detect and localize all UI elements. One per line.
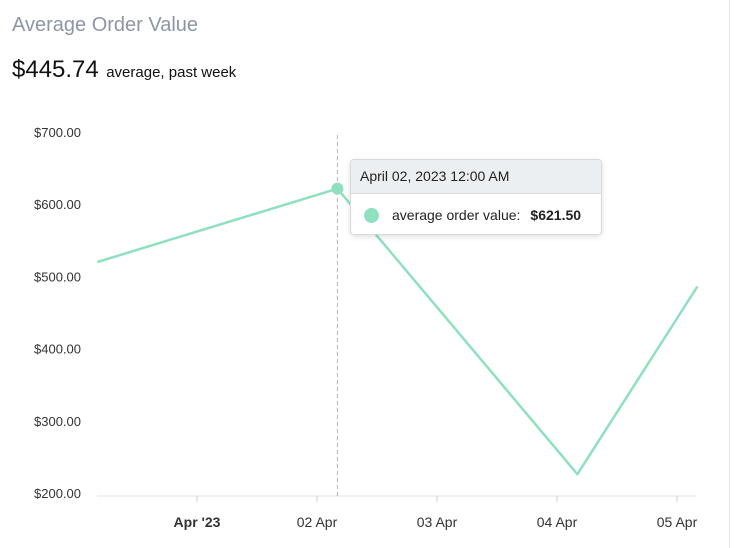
x-tick-label: 04 Apr <box>537 514 578 530</box>
summary: $445.74 average, past week <box>12 56 236 84</box>
tooltip-value: $621.50 <box>530 207 582 223</box>
y-tick-label: $200.00 <box>34 486 81 501</box>
y-tick-label: $500.00 <box>34 269 81 284</box>
y-tick-label: $600.00 <box>34 197 81 212</box>
y-tick-label: $700.00 <box>34 125 81 140</box>
y-axis: $200.00 $300.00 $400.00 $500.00 $600.00 $700.… <box>34 125 81 501</box>
summary-value: $445.74 <box>12 56 99 83</box>
x-axis: Apr '23 02 Apr 03 Apr 04 Apr 05 Apr <box>97 495 698 530</box>
tooltip-series-label: average order value: <box>392 207 521 223</box>
tooltip-row: average order value: $621.50 <box>351 194 601 234</box>
card-title: Average Order Value <box>12 14 199 36</box>
x-tick-label: 05 Apr <box>657 514 698 530</box>
y-tick-label: $400.00 <box>34 342 81 357</box>
y-tick-label: $300.00 <box>34 414 81 429</box>
x-tick-label: 03 Apr <box>417 514 458 530</box>
plot-area <box>97 135 699 496</box>
series-dot-icon <box>364 207 379 223</box>
chart-tooltip: April 02, 2023 12:00 AM average order va… <box>350 159 602 235</box>
tooltip-date: April 02, 2023 12:00 AM <box>351 160 601 194</box>
x-tick-label: Apr '23 <box>174 514 221 530</box>
card-edge <box>729 0 734 548</box>
summary-caption: average, past week <box>106 64 237 81</box>
series-line[interactable] <box>97 187 699 476</box>
highlighted-point[interactable] <box>331 182 344 195</box>
x-tick-label: 02 Apr <box>297 514 338 530</box>
